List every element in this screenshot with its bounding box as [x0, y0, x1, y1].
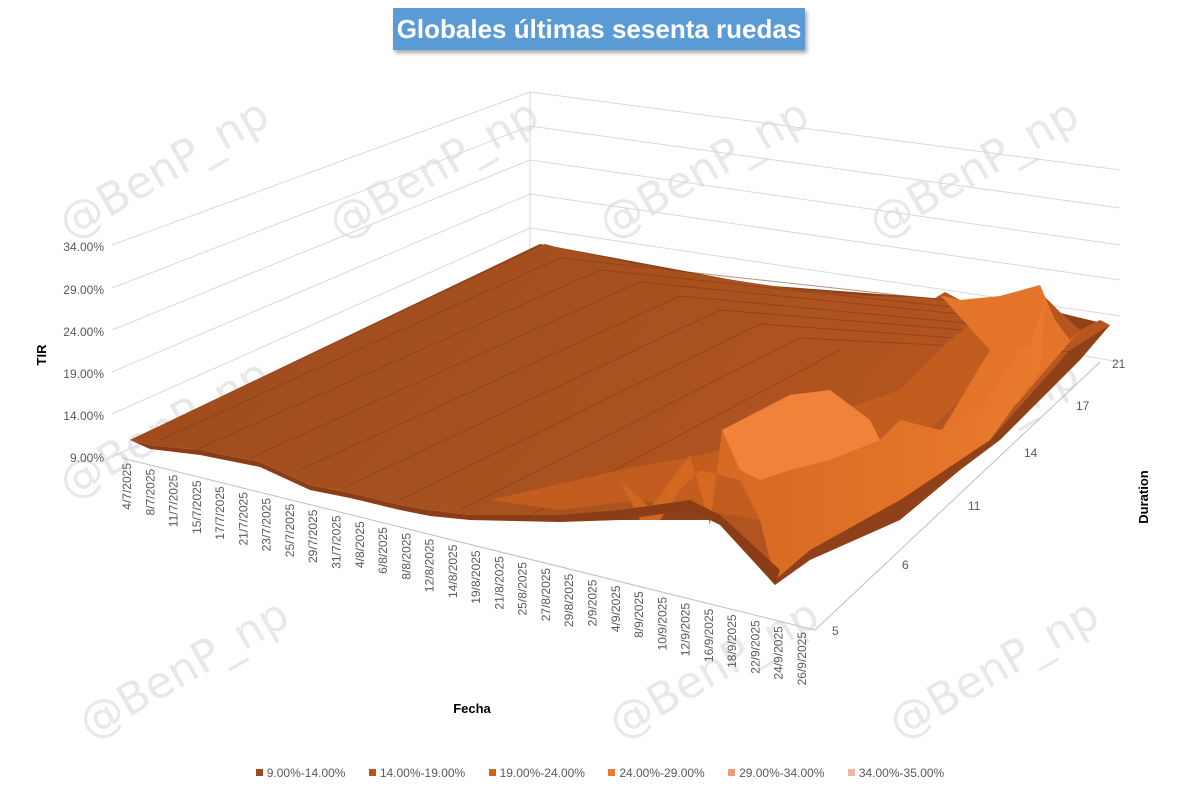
fecha-tick: 21/8/2025 — [492, 556, 506, 610]
fecha-tick: 25/7/2025 — [283, 503, 297, 557]
tir-axis: 9.00% 14.00% 19.00% 24.00% 29.00% 34.00%… — [34, 240, 104, 465]
fecha-tick: 31/7/2025 — [330, 515, 344, 569]
duration-tick: 5 — [832, 624, 839, 638]
fecha-tick: 29/7/2025 — [306, 509, 320, 563]
fecha-tick: 15/7/2025 — [190, 480, 204, 534]
fecha-tick: 29/8/2025 — [562, 573, 576, 627]
fecha-tick: 21/7/2025 — [236, 492, 250, 546]
fecha-tick: 10/9/2025 — [655, 597, 669, 651]
fecha-tick: 17/7/2025 — [213, 486, 227, 540]
tir-axis-title: TIR — [34, 344, 49, 366]
legend: 9.00%-14.00% 14.00%-19.00% 19.00%-24.00%… — [0, 766, 1200, 780]
legend-item: 19.00%-24.00% — [488, 766, 585, 780]
watermark: @BenP_np — [880, 589, 1108, 750]
fecha-tick: 8/7/2025 — [143, 468, 157, 515]
legend-swatch — [728, 769, 736, 776]
duration-tick: 6 — [902, 558, 909, 572]
watermark: @BenP_np — [860, 89, 1088, 250]
legend-item: 14.00%-19.00% — [368, 766, 466, 780]
fecha-tick: 23/7/2025 — [260, 498, 274, 552]
tir-tick: 9.00% — [70, 451, 104, 465]
tir-tick: 14.00% — [63, 409, 104, 423]
fecha-tick: 2/9/2025 — [586, 579, 600, 626]
fecha-tick: 12/9/2025 — [679, 603, 693, 657]
legend-swatch — [847, 769, 855, 776]
legend-label: 19.00%-24.00% — [499, 766, 585, 780]
fecha-tick: 18/9/2025 — [725, 614, 739, 668]
legend-label: 9.00%-14.00% — [266, 766, 346, 780]
fecha-tick: 6/8/2025 — [376, 527, 390, 574]
fecha-tick: 4/8/2025 — [353, 521, 367, 568]
legend-item: 34.00%-35.00% — [847, 766, 945, 780]
watermark: @BenP_np — [50, 89, 278, 250]
fecha-axis: 4/7/2025 8/7/2025 11/7/2025 15/7/2025 17/7/2… — [120, 463, 809, 686]
legend-label: 29.00%-34.00% — [739, 766, 825, 780]
fecha-tick: 26/9/2025 — [795, 632, 809, 686]
fecha-tick: 4/7/2025 — [120, 463, 134, 510]
fecha-tick: 11/7/2025 — [167, 474, 181, 527]
watermark: @BenP_np — [320, 89, 548, 250]
legend-swatch — [608, 769, 616, 776]
legend-swatch — [255, 769, 263, 776]
legend-item: 9.00%-14.00% — [255, 766, 346, 780]
surface-front-edge — [130, 440, 780, 585]
fecha-tick: 25/8/2025 — [516, 562, 530, 616]
legend-label: 34.00%-35.00% — [858, 766, 945, 780]
watermark: @BenP_np — [70, 589, 298, 750]
surface — [130, 244, 1110, 585]
floor-axes — [121, 361, 1101, 631]
duration-tick: 11 — [968, 499, 981, 513]
duration-axis: 5 6 11 14 17 21 Duration — [832, 357, 1151, 638]
fecha-tick: 19/8/2025 — [469, 550, 483, 604]
watermark: @BenP_np — [590, 89, 818, 250]
fecha-tick: 8/8/2025 — [399, 533, 413, 580]
fecha-tick: 27/8/2025 — [539, 568, 553, 622]
tir-tick: 29.00% — [63, 283, 104, 297]
fecha-tick: 24/9/2025 — [772, 626, 786, 680]
surface-highlight — [722, 390, 880, 480]
legend-item: 24.00%-29.00% — [608, 766, 705, 780]
fecha-tick: 8/9/2025 — [632, 591, 646, 638]
duration-tick: 14 — [1024, 446, 1038, 460]
duration-axis-title: Duration — [1136, 470, 1151, 524]
duration-tick: 17 — [1076, 399, 1090, 413]
chart-title: Globales últimas sesenta ruedas — [393, 8, 805, 50]
fecha-tick: 16/9/2025 — [702, 608, 716, 662]
fecha-tick: 4/9/2025 — [609, 585, 623, 632]
legend-item: 29.00%-34.00% — [728, 766, 824, 780]
legend-label: 24.00%-29.00% — [619, 766, 705, 780]
tir-tick: 19.00% — [63, 367, 104, 381]
legend-swatch — [368, 769, 376, 776]
legend-swatch — [488, 769, 496, 776]
tir-tick: 34.00% — [63, 240, 104, 254]
fecha-tick: 14/8/2025 — [446, 544, 460, 598]
duration-tick: 21 — [1112, 357, 1126, 371]
fecha-tick: 22/9/2025 — [748, 620, 762, 674]
fecha-axis-title: Fecha — [453, 701, 491, 716]
fecha-tick: 12/8/2025 — [423, 538, 437, 592]
tir-tick: 24.00% — [63, 325, 104, 339]
legend-label: 14.00%-19.00% — [379, 766, 466, 780]
